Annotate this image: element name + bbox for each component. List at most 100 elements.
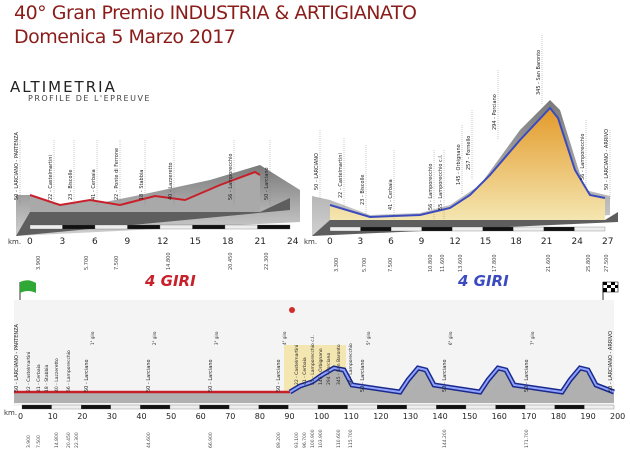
place-label: 22 - Castelmartini <box>338 153 344 198</box>
km-segment <box>347 404 378 410</box>
distance-label: 10.800 <box>428 255 434 273</box>
km-tick-label: 180 <box>551 412 566 421</box>
finish-label: 50 - LARCIANO - ARRIVO <box>608 331 614 392</box>
km-segment <box>94 224 128 230</box>
km-tick-label: 12 <box>449 237 460 247</box>
km-tick-label: 100 <box>314 412 329 421</box>
km-tick-label: 140 <box>432 412 447 421</box>
distance-label: 22.300 <box>74 432 80 448</box>
larciano-label: 50 - Larciano <box>442 359 448 392</box>
bottom-profile: 50 - LARCIANO - PARTENZA 50 - LARCIANO - … <box>4 300 625 448</box>
km-segment <box>360 226 392 232</box>
distance-label: 21.600 <box>546 255 552 273</box>
km-tick-label: 30 <box>107 412 117 421</box>
place-label: 41 - Cerbaia <box>36 364 42 392</box>
km-segment <box>169 404 200 410</box>
sprint-icon <box>289 307 295 313</box>
distance-label: 89.200 <box>276 432 282 448</box>
place-label: 50 - LARCIANO - ARRIVO <box>604 129 610 190</box>
km-tick-label: 27 <box>602 237 613 247</box>
place-label: 56 - Lamporecchio <box>228 154 234 200</box>
bottom-place-labels: 50 - LARCIANO - PARTENZA 50 - LARCIANO - … <box>14 308 614 448</box>
lap-label: 3° giro <box>214 331 219 345</box>
left-profile: 50 - LARCIANO - PARTENZA 22 - Castelmarti… <box>8 131 300 270</box>
right-place-labels: 50 - LARCIANO 22 - Castelmartini 23 - Bisc… <box>314 35 611 273</box>
km-tick-label: 12 <box>157 237 168 247</box>
distance-label: 25.800 <box>586 255 592 273</box>
bottom-profile-fill <box>14 368 614 403</box>
larciano-label: 50 - Larciano <box>524 359 530 392</box>
place-label: 55 - Lamporecchio c.l. <box>310 335 316 385</box>
place-label: 50 - LARCIANO <box>314 153 320 190</box>
km-segment <box>377 404 407 410</box>
place-label: 294 - Porciano <box>326 353 332 385</box>
right-profile: 50 - LARCIANO 22 - Castelmartini 23 - Bisc… <box>304 35 618 272</box>
km-segment <box>317 404 348 410</box>
km-segment <box>29 224 63 230</box>
distance-label: 11.600 <box>440 255 446 273</box>
km-segment <box>192 224 226 230</box>
distance-label: 3.300 <box>334 258 340 272</box>
distance-label: 103.900 <box>318 429 324 448</box>
place-label: 56 - Lamporecchio <box>66 350 72 392</box>
finish-flag-icon <box>602 281 619 300</box>
left-route-line <box>29 170 261 207</box>
bottom-km-ticks: 0 10 20 30 40 50 60 70 80 90 100 110 120 130 140 150 160… <box>18 412 625 421</box>
km-segment <box>436 404 467 410</box>
km-segment <box>584 404 615 410</box>
lap-label: 2° giro <box>152 331 157 345</box>
distance-label: 20.450 <box>228 253 234 271</box>
distance-label: 17.800 <box>492 255 498 273</box>
event-title: 40° Gran Premio INDUSTRIA & ARTIGIANATO <box>14 2 417 24</box>
place-label: 294 - Porciano <box>492 94 498 130</box>
distance-label: 115.700 <box>348 429 354 448</box>
right-km-bar <box>329 226 606 232</box>
distance-label: 144.200 <box>442 429 448 448</box>
larciano-label: 50 - Larciano <box>84 359 90 392</box>
km-tick-label: 190 <box>580 412 595 421</box>
left-profile-surface <box>30 172 260 212</box>
km-segment <box>81 404 111 410</box>
km-tick-label: 170 <box>521 412 536 421</box>
km-tick-label: 18 <box>510 237 522 247</box>
km-tick-label: 150 <box>462 412 477 421</box>
km-tick-label: 3 <box>60 237 66 247</box>
km-segment <box>224 224 258 230</box>
distance-label: 171.700 <box>524 429 530 448</box>
km-segment <box>421 226 453 232</box>
km-tick-label: 90 <box>284 412 294 421</box>
distance-label: 44.600 <box>146 432 152 448</box>
place-label: 257 - Fornello <box>466 136 472 170</box>
altimetria-heading: ALTIMETRIA <box>10 78 117 96</box>
larciano-label: 50 - Larciano <box>276 359 282 392</box>
distance-label: 66.900 <box>208 432 214 448</box>
distance-label: 5.700 <box>362 258 368 272</box>
red-laps-badge: 4 GIRI <box>144 272 196 290</box>
place-label: 23 - Biscolle <box>68 170 74 200</box>
km-tick-label: 24 <box>571 237 583 247</box>
km-tick-label: 10 <box>48 412 58 421</box>
km-tick-label: 24 <box>287 237 299 247</box>
km-segment <box>574 226 606 232</box>
km-segment <box>329 226 361 232</box>
place-label: 22 - Castelmartini <box>26 352 32 392</box>
place-label: 41 - Cerbaia <box>302 357 308 385</box>
place-label: 41 - Cerbaia <box>91 169 97 200</box>
km-segment <box>495 404 526 410</box>
place-label: 145 - Orbignano <box>456 144 462 185</box>
place-label: 56 - Lamporecchio <box>428 164 434 210</box>
right-km-ticks: 0 3 6 9 12 15 18 21 24 27 <box>327 237 613 247</box>
larciano-label: 50 - Larciano <box>208 359 214 392</box>
left-km-label: km. <box>8 238 21 246</box>
profile-subheading: PROFILE DE L'EPREUVE <box>28 94 151 103</box>
km-segment <box>513 226 545 232</box>
distance-label: 3.900 <box>26 435 32 448</box>
place-label: 22 - Castelmartini <box>294 345 300 385</box>
km-segment <box>406 404 437 410</box>
km-segment <box>257 224 291 230</box>
km-tick-label: 40 <box>136 412 146 421</box>
km-tick-label: 120 <box>373 412 388 421</box>
km-tick-label: 3 <box>358 237 364 247</box>
km-tick-label: 20 <box>77 412 87 421</box>
km-tick-label: 0 <box>27 237 33 247</box>
